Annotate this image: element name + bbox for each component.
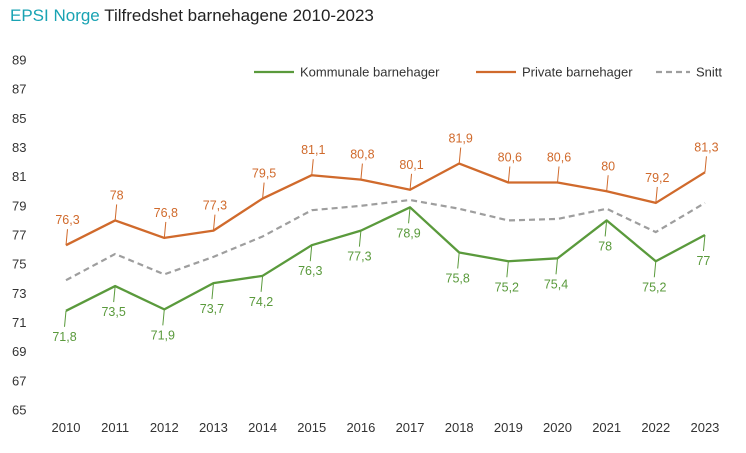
series-line-3 xyxy=(65,198,706,282)
x-tick-label: 2018 xyxy=(445,420,474,435)
chart-title: EPSI Norge Tilfredshet barnehagene 2010-… xyxy=(10,6,374,26)
legend-label: Kommunale barnehager xyxy=(300,65,440,80)
legend-label: Snitt xyxy=(696,65,722,80)
y-tick-label: 89 xyxy=(12,53,26,68)
data-label: 79,2 xyxy=(645,171,669,185)
data-label: 73,7 xyxy=(200,302,224,316)
x-tick-label: 2021 xyxy=(592,420,621,435)
data-label-leader xyxy=(162,309,165,326)
data-label: 73,5 xyxy=(101,305,125,319)
data-label-leader xyxy=(311,159,314,176)
data-label-leader xyxy=(113,285,116,303)
x-tick-label: 2011 xyxy=(101,420,129,435)
data-label: 80 xyxy=(601,159,615,173)
data-label-leader xyxy=(702,234,706,252)
y-tick-label: 79 xyxy=(12,198,26,213)
data-label: 77,3 xyxy=(203,199,227,213)
data-label-leader xyxy=(211,283,214,300)
x-tick-label: 2016 xyxy=(346,420,375,435)
data-label: 78 xyxy=(598,239,612,253)
y-tick-label: 67 xyxy=(12,373,26,388)
y-tick-label: 85 xyxy=(12,111,26,126)
data-label-leader xyxy=(64,310,67,327)
data-label-leader xyxy=(114,204,118,221)
data-label-leader xyxy=(507,166,511,183)
x-tick-label: 2015 xyxy=(297,420,326,435)
data-label-leader xyxy=(506,261,509,278)
data-label: 80,1 xyxy=(399,158,423,172)
data-label: 77 xyxy=(696,254,710,268)
y-tick-label: 77 xyxy=(12,228,26,243)
data-label-leader xyxy=(309,245,313,262)
y-tick-label: 73 xyxy=(12,286,26,301)
data-label-leader xyxy=(408,207,411,224)
y-tick-label: 83 xyxy=(12,140,26,155)
data-label-leader xyxy=(457,252,460,269)
y-tick-label: 71 xyxy=(12,315,26,330)
data-label-leader xyxy=(555,258,558,275)
data-label-leader xyxy=(653,261,657,278)
data-label-leader xyxy=(212,214,216,231)
x-tick-label: 2010 xyxy=(52,420,81,435)
y-tick-label: 81 xyxy=(12,169,26,184)
data-label: 75,8 xyxy=(446,272,470,286)
x-tick-label: 2019 xyxy=(494,420,523,435)
data-label-leader xyxy=(604,220,608,237)
y-tick-label: 65 xyxy=(12,403,26,418)
y-tick-label: 87 xyxy=(12,82,26,97)
chart-title-brand: EPSI Norge xyxy=(10,6,100,25)
data-label-leader xyxy=(163,221,167,238)
data-label-leader xyxy=(606,175,609,192)
data-label: 77,3 xyxy=(347,250,371,264)
series-line-2 xyxy=(65,162,706,247)
data-label: 71,8 xyxy=(52,330,76,344)
data-label: 76,8 xyxy=(154,206,178,220)
data-label-leader xyxy=(704,156,707,173)
series-line-1 xyxy=(65,206,706,312)
data-label: 75,2 xyxy=(495,280,519,294)
data-label-leader xyxy=(358,230,362,247)
y-tick-label: 69 xyxy=(12,344,26,359)
data-label: 80,8 xyxy=(350,148,374,162)
data-label: 74,2 xyxy=(249,295,273,309)
y-tick-label: 75 xyxy=(12,257,26,272)
x-tick-label: 2014 xyxy=(248,420,277,435)
data-label: 81,1 xyxy=(301,143,325,157)
data-label: 71,9 xyxy=(151,328,175,342)
data-label-leader xyxy=(557,166,560,183)
data-label: 75,4 xyxy=(544,277,568,291)
x-tick-label: 2012 xyxy=(150,420,179,435)
x-tick-label: 2022 xyxy=(641,420,670,435)
x-tick-label: 2013 xyxy=(199,420,228,435)
x-tick-label: 2017 xyxy=(396,420,425,435)
data-label: 81,9 xyxy=(449,132,473,146)
data-label-leader xyxy=(409,173,413,190)
data-label-leader xyxy=(360,163,363,180)
data-label-leader xyxy=(260,275,264,292)
data-label: 79,5 xyxy=(252,167,276,181)
x-tick-label: 2020 xyxy=(543,420,572,435)
data-label-leader xyxy=(458,147,462,164)
data-label: 78 xyxy=(110,188,124,202)
data-label-leader xyxy=(262,182,265,199)
data-label: 75,2 xyxy=(642,280,666,294)
data-label: 81,3 xyxy=(694,140,718,154)
data-label-leader xyxy=(655,186,658,203)
data-label: 80,6 xyxy=(498,151,522,165)
data-label: 76,3 xyxy=(55,213,79,227)
legend-label: Private barnehager xyxy=(522,65,633,80)
chart-title-text: Tilfredshet barnehagene 2010-2023 xyxy=(104,6,374,25)
data-label-leader xyxy=(65,229,68,246)
data-label: 80,6 xyxy=(547,151,571,165)
data-label: 76,3 xyxy=(298,264,322,278)
data-label: 78,9 xyxy=(396,226,420,240)
x-tick-label: 2023 xyxy=(690,420,719,435)
